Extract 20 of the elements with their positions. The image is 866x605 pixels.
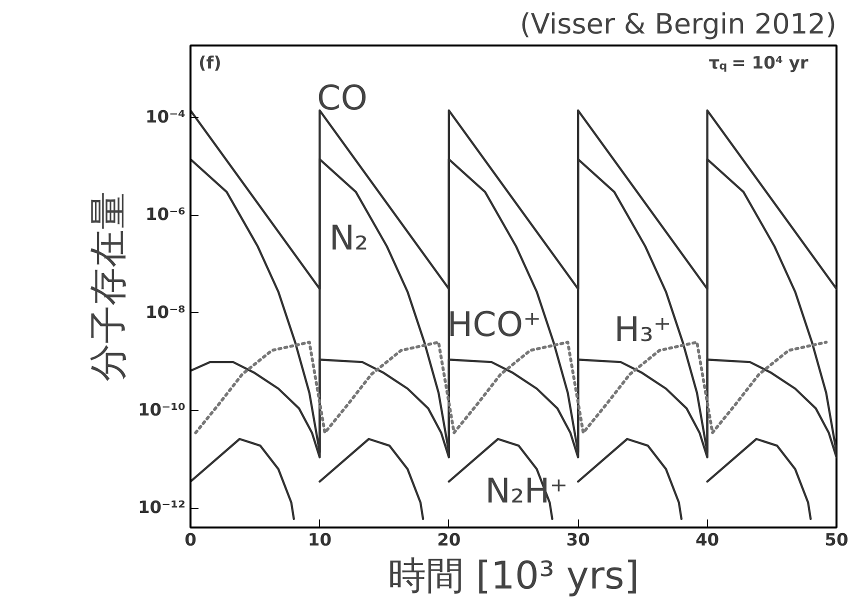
y-tick-label: 10⁻¹² [138,498,186,518]
x-tick-label: 50 [824,530,848,550]
x-tick-label: 0 [184,530,197,550]
text: (Visser & Bergin 2012) [520,8,837,40]
annotation: H₃⁺ [614,310,672,350]
annotation: (f) [198,54,222,74]
annotation: τq = 10⁴ yr [708,54,809,74]
x-tick-label: 40 [695,530,720,550]
x-axis-title: 時間 [10³ yrs] [388,554,640,598]
y-tick-label: 10⁻⁴ [145,108,186,128]
annotation: CO [317,78,368,119]
x-tick-label: 10 [308,530,332,550]
y-tick-label: 10⁻⁶ [145,205,186,226]
x-tick-label: 30 [566,530,590,550]
y-axis-title: 分子存在量 [86,192,130,382]
annotation: N₂ [329,218,368,258]
y-tick-label: 10⁻⁸ [145,302,186,323]
annotation: HCO⁺ [447,305,542,346]
x-tick-label: 20 [437,530,461,550]
y-tick-label: 10⁻¹⁰ [138,400,186,420]
